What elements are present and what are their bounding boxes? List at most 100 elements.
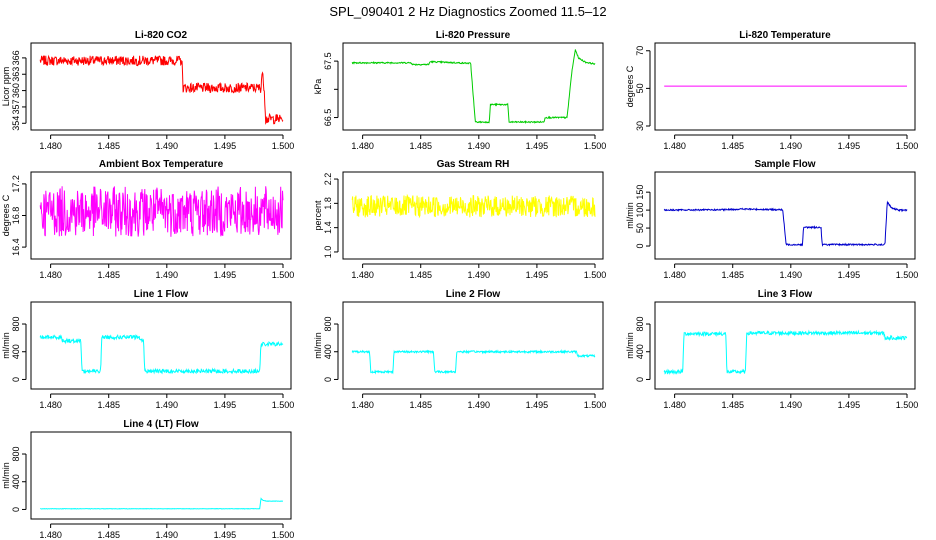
x-tick-label: 1.490 bbox=[468, 141, 491, 151]
y-tick-label: 100 bbox=[635, 203, 645, 218]
x-tick-label: 1.495 bbox=[838, 141, 861, 151]
plot-frame bbox=[30, 301, 292, 390]
chart-panel: Line 3 Flow 1.480 1.485 1.490 1.495 1.500 0 400… bbox=[625, 289, 918, 410]
y-tick-label: 1.8 bbox=[323, 197, 333, 210]
y-tick-label: 2.2 bbox=[323, 173, 333, 186]
x-tick-label: 1.490 bbox=[780, 270, 803, 280]
x-tick-label: 1.480 bbox=[351, 141, 374, 151]
x-tick-label: 1.485 bbox=[721, 270, 744, 280]
x-tick-label: 1.480 bbox=[39, 530, 62, 540]
y-tick-label: 400 bbox=[635, 344, 645, 359]
series-line bbox=[351, 348, 596, 375]
x-tick-label: 1.490 bbox=[780, 141, 803, 151]
x-tick-label: 1.495 bbox=[214, 141, 237, 151]
x-tick-label: 1.485 bbox=[409, 400, 432, 410]
chart-title: Line 3 Flow bbox=[758, 289, 813, 300]
plot-frame bbox=[342, 301, 604, 390]
y-tick-label: 50 bbox=[635, 223, 645, 233]
chart-title: Li-820 Pressure bbox=[436, 30, 511, 41]
x-tick-label: 1.485 bbox=[97, 530, 120, 540]
series-line bbox=[663, 200, 908, 247]
x-tick-label: 1.500 bbox=[272, 400, 295, 410]
chart-panel: Li-820 Temperature 1.480 1.485 1.490 1.495 1.… bbox=[625, 30, 918, 151]
x-tick-label: 1.485 bbox=[97, 270, 120, 280]
y-tick-label: 1.0 bbox=[323, 246, 333, 259]
x-tick-label: 1.485 bbox=[409, 270, 432, 280]
series-line bbox=[39, 186, 284, 237]
chart-title: Gas Stream RH bbox=[437, 159, 510, 170]
y-axis-label: ml/min bbox=[313, 332, 323, 359]
x-tick-label: 1.500 bbox=[272, 270, 295, 280]
x-tick-label: 1.480 bbox=[39, 141, 62, 151]
y-tick-label: 0 bbox=[11, 507, 21, 512]
y-tick-label: 400 bbox=[11, 344, 21, 359]
chart-title: Line 4 (LT) Flow bbox=[123, 419, 199, 430]
x-tick-label: 1.500 bbox=[272, 141, 295, 151]
plot-frame bbox=[654, 42, 916, 131]
plot-frame bbox=[30, 42, 292, 131]
x-tick-label: 1.495 bbox=[214, 270, 237, 280]
y-tick-label: 800 bbox=[11, 447, 21, 462]
plot-frame bbox=[342, 171, 604, 260]
y-tick-label: 66.5 bbox=[323, 109, 333, 127]
y-tick-label: 17.2 bbox=[11, 175, 21, 193]
y-tick-label: 363 bbox=[11, 67, 21, 82]
x-tick-label: 1.480 bbox=[39, 270, 62, 280]
x-tick-label: 1.490 bbox=[156, 270, 179, 280]
x-tick-label: 1.500 bbox=[896, 141, 919, 151]
y-tick-label: 1.4 bbox=[323, 221, 333, 234]
series-line bbox=[351, 193, 596, 219]
series-line bbox=[39, 54, 284, 125]
x-tick-label: 1.490 bbox=[156, 530, 179, 540]
y-tick-label: 16.8 bbox=[11, 207, 21, 225]
x-tick-label: 1.500 bbox=[584, 141, 607, 151]
series-line bbox=[39, 333, 284, 375]
y-axis-label: Licor ppm bbox=[1, 67, 11, 107]
y-axis-label: ml/min bbox=[625, 202, 635, 229]
x-tick-label: 1.480 bbox=[663, 400, 686, 410]
x-tick-label: 1.485 bbox=[97, 400, 120, 410]
x-tick-label: 1.480 bbox=[663, 270, 686, 280]
y-axis-label: ml/min bbox=[1, 332, 11, 359]
y-tick-label: 16.4 bbox=[11, 238, 21, 256]
y-axis-label: kPa bbox=[313, 79, 323, 95]
y-tick-label: 400 bbox=[11, 474, 21, 489]
chart-panel: Line 2 Flow 1.480 1.485 1.490 1.495 1.500 0 400… bbox=[313, 289, 606, 410]
y-tick-label: 354 bbox=[11, 116, 21, 131]
x-tick-label: 1.490 bbox=[468, 270, 491, 280]
plot-frame bbox=[342, 42, 604, 131]
x-tick-label: 1.485 bbox=[721, 400, 744, 410]
y-tick-label: 360 bbox=[11, 83, 21, 98]
chart-panel: Line 1 Flow 1.480 1.485 1.490 1.495 1.500 0 400… bbox=[1, 289, 294, 410]
chart-panel: Li-820 Pressure 1.480 1.485 1.490 1.495 1.500… bbox=[313, 30, 606, 151]
x-tick-label: 1.485 bbox=[97, 141, 120, 151]
x-tick-label: 1.485 bbox=[409, 141, 432, 151]
x-tick-label: 1.490 bbox=[468, 400, 491, 410]
x-tick-label: 1.485 bbox=[721, 141, 744, 151]
chart-title: Line 1 Flow bbox=[134, 289, 189, 300]
y-tick-label: 0 bbox=[635, 377, 645, 382]
series-line bbox=[40, 497, 284, 510]
x-tick-label: 1.495 bbox=[838, 270, 861, 280]
y-tick-label: 0 bbox=[323, 377, 333, 382]
chart-title: Li-820 Temperature bbox=[739, 30, 831, 41]
x-tick-label: 1.495 bbox=[214, 530, 237, 540]
y-tick-label: 0 bbox=[635, 244, 645, 249]
series-line bbox=[351, 49, 596, 125]
x-tick-label: 1.500 bbox=[584, 400, 607, 410]
x-tick-label: 1.490 bbox=[156, 141, 179, 151]
chart-title: Line 2 Flow bbox=[446, 289, 501, 300]
x-tick-label: 1.500 bbox=[896, 270, 919, 280]
x-tick-label: 1.500 bbox=[272, 530, 295, 540]
y-axis-label: degrees C bbox=[625, 65, 635, 107]
plot-frame bbox=[654, 301, 916, 390]
x-tick-label: 1.500 bbox=[896, 400, 919, 410]
x-tick-label: 1.495 bbox=[214, 400, 237, 410]
y-axis-label: ml/min bbox=[1, 462, 11, 489]
plot-frame bbox=[30, 171, 292, 260]
y-axis-label: ml/min bbox=[625, 332, 635, 359]
y-tick-label: 366 bbox=[11, 50, 21, 65]
x-tick-label: 1.495 bbox=[526, 400, 549, 410]
y-tick-label: 800 bbox=[635, 317, 645, 332]
y-tick-label: 50 bbox=[635, 83, 645, 93]
